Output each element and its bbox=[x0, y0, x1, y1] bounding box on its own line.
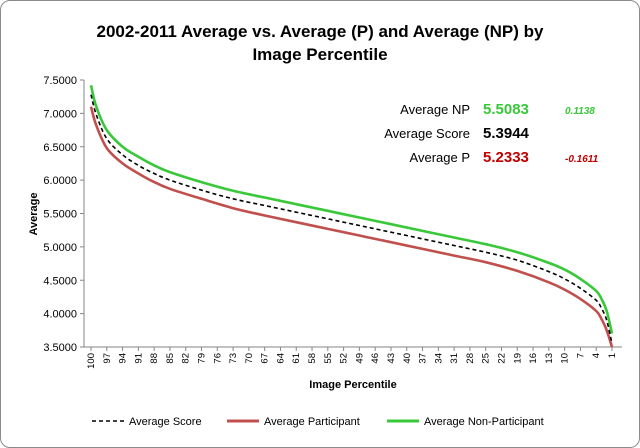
average-annotations: Average NP 5.5083 0.1138 Average Score 5… bbox=[384, 101, 598, 166]
y-tick-label-5: 6.0000 bbox=[43, 175, 77, 187]
y-tick-label-6: 6.5000 bbox=[43, 142, 77, 154]
x-tick-label-12: 64 bbox=[275, 353, 286, 364]
x-tick-label-27: 19 bbox=[512, 353, 523, 364]
x-tick-label-22: 34 bbox=[433, 353, 444, 364]
plot-area bbox=[83, 80, 622, 348]
annotation-value-p: 5.2333 bbox=[483, 149, 529, 166]
annotation-label-score: Average Score bbox=[384, 126, 470, 141]
x-tick-label-0: 100 bbox=[86, 353, 97, 369]
x-tick-label-2: 94 bbox=[118, 353, 129, 364]
x-tick-label-8: 76 bbox=[212, 353, 223, 364]
y-tick-label-1: 4.0000 bbox=[43, 309, 77, 321]
x-tick-label-14: 58 bbox=[307, 353, 318, 364]
legend-label-average-score: Average Score bbox=[129, 416, 202, 428]
x-tick-label-32: 4 bbox=[591, 353, 602, 358]
legend-label-average-participant: Average Participant bbox=[264, 416, 360, 428]
x-tick-label-17: 49 bbox=[354, 353, 365, 364]
series-line-average-non-participant bbox=[89, 84, 614, 334]
chart-title-line-1: 2002-2011 Average vs. Average (P) and Av… bbox=[97, 22, 544, 41]
x-tick-label-26: 22 bbox=[496, 353, 507, 364]
x-tick-label-6: 82 bbox=[181, 353, 192, 364]
series-line-average-score bbox=[90, 94, 613, 344]
series-lines bbox=[89, 84, 614, 348]
x-tick-label-19: 43 bbox=[386, 353, 397, 364]
x-tick-label-30: 10 bbox=[560, 353, 571, 364]
x-tick-label-23: 31 bbox=[449, 353, 460, 364]
x-tick-label-18: 46 bbox=[370, 353, 381, 364]
y-tick-label-3: 5.0000 bbox=[43, 242, 77, 254]
y-tick-label-0: 3.5000 bbox=[43, 342, 77, 354]
annotation-diff-p: -0.1611 bbox=[565, 154, 599, 165]
annotation-label-p: Average P bbox=[410, 150, 470, 165]
y-tick-label-4: 5.5000 bbox=[43, 209, 77, 221]
x-axis-label: Image Percentile bbox=[309, 379, 396, 391]
x-tick-label-33: 1 bbox=[607, 353, 618, 358]
y-axis-label: Average bbox=[28, 192, 40, 235]
x-tick-label-3: 91 bbox=[133, 353, 144, 364]
x-tick-label-4: 88 bbox=[149, 353, 160, 364]
x-tick-label-10: 70 bbox=[244, 353, 255, 364]
x-tick-label-11: 67 bbox=[260, 353, 271, 364]
x-tick-label-1: 97 bbox=[102, 353, 113, 364]
annotation-value-score: 5.3944 bbox=[483, 125, 530, 142]
x-tick-label-31: 7 bbox=[575, 353, 586, 358]
annotation-label-np: Average NP bbox=[400, 102, 470, 117]
y-axis-ticks: 3.5000 4.0000 4.5000 5.0000 5.5000 6.0000 6.50… bbox=[43, 75, 84, 354]
x-tick-label-29: 13 bbox=[544, 353, 555, 364]
annotation-diff-np: 0.1138 bbox=[565, 106, 595, 117]
y-tick-label-7: 7.0000 bbox=[43, 108, 77, 120]
legend: Average Score Average Participant Averag… bbox=[92, 416, 544, 428]
x-tick-label-20: 40 bbox=[402, 353, 413, 364]
series-line-average-participant bbox=[89, 106, 614, 348]
x-tick-label-16: 52 bbox=[339, 353, 350, 364]
x-tick-label-21: 37 bbox=[418, 353, 429, 364]
y-tick-label-2: 4.5000 bbox=[43, 275, 77, 287]
legend-label-average-non-participant: Average Non-Participant bbox=[424, 416, 544, 428]
x-tick-label-7: 79 bbox=[197, 353, 208, 364]
x-tick-label-28: 16 bbox=[528, 353, 539, 364]
x-tick-label-25: 25 bbox=[481, 353, 492, 364]
x-tick-label-13: 61 bbox=[291, 353, 302, 364]
x-tick-label-5: 85 bbox=[165, 353, 176, 364]
x-tick-label-24: 28 bbox=[465, 353, 476, 364]
x-tick-label-15: 55 bbox=[323, 353, 334, 364]
x-axis-ticks: 100 97 94 91 88 85 82 79 76 73 70 67 64 61 58 55 52 49 46 4… bbox=[86, 347, 618, 369]
y-tick-label-8: 7.5000 bbox=[43, 75, 77, 87]
annotation-value-np: 5.5083 bbox=[483, 101, 529, 118]
chart-title-line-2: Image Percentile bbox=[252, 45, 387, 64]
x-tick-label-9: 73 bbox=[228, 353, 239, 364]
